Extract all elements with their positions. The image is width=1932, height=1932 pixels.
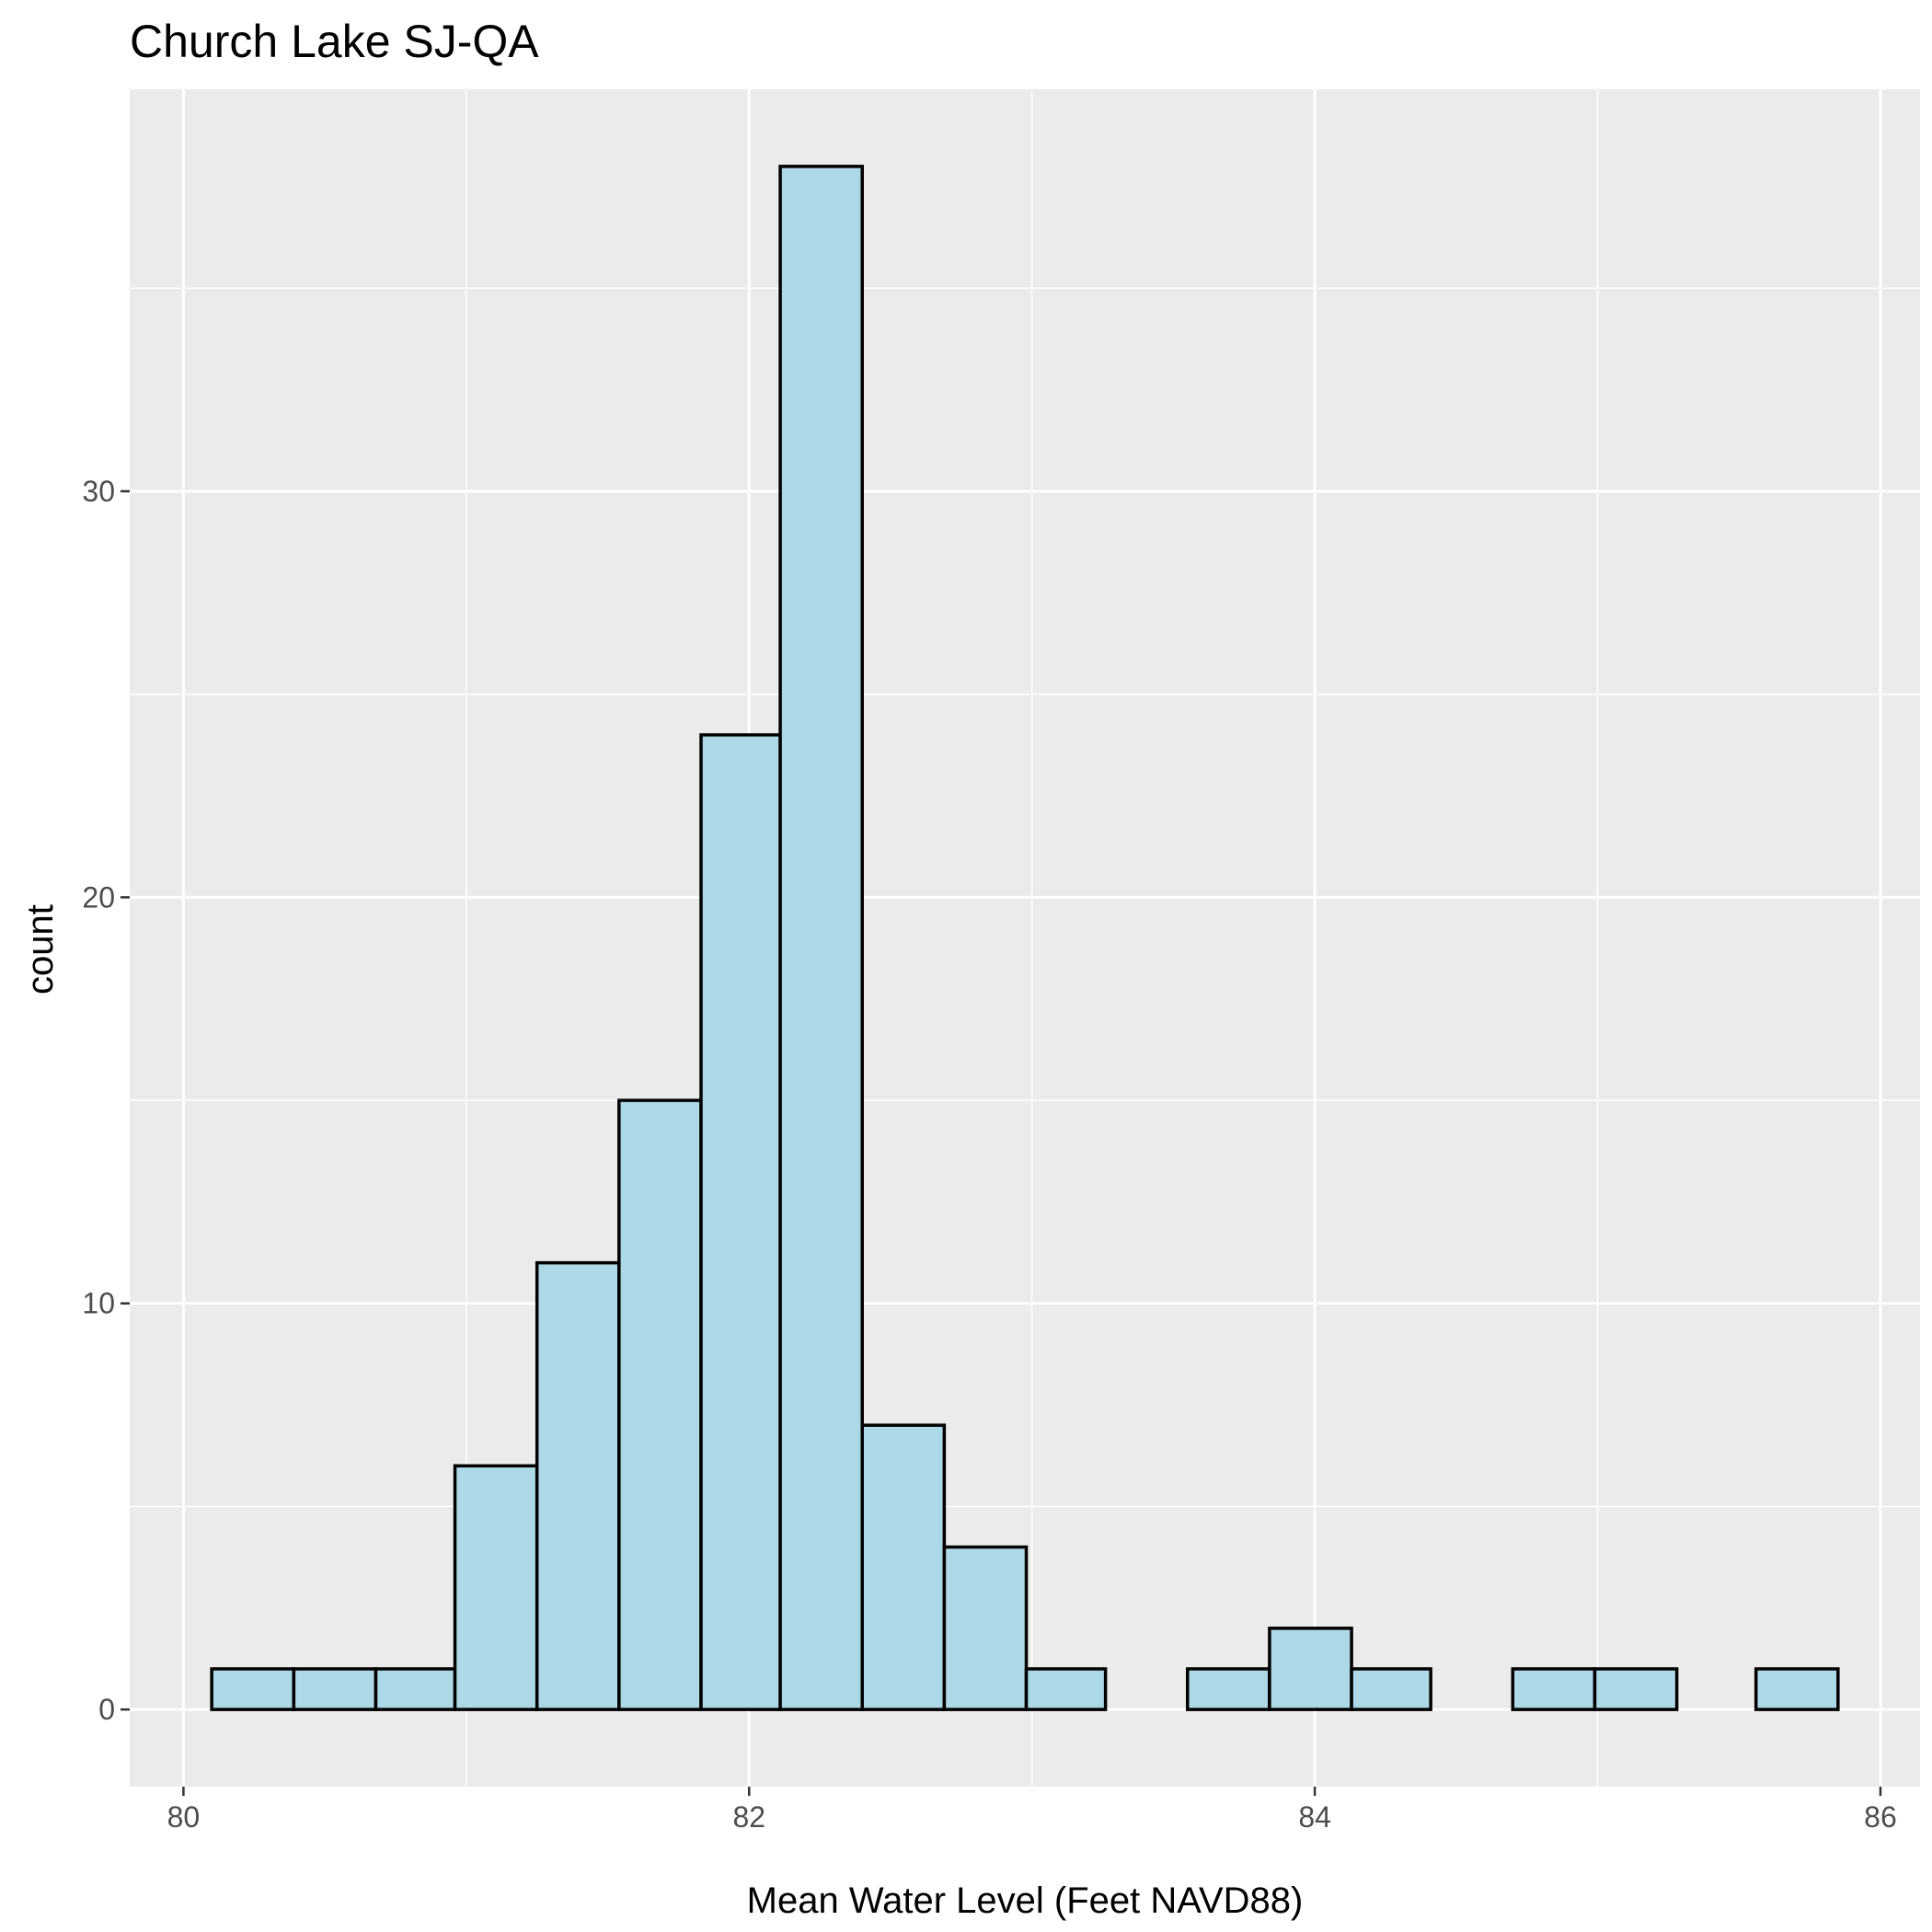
histogram-bar xyxy=(1511,1667,1597,1711)
x-tick-label: 86 xyxy=(1864,1800,1897,1834)
histogram-bar xyxy=(617,1098,703,1711)
y-axis-title: count xyxy=(20,904,61,995)
minor-gridlines xyxy=(130,89,1920,1787)
histogram-bars xyxy=(210,165,1840,1711)
histogram-bar xyxy=(292,1667,378,1711)
histogram-bar xyxy=(374,1667,457,1711)
y-tick-label: 20 xyxy=(82,880,115,914)
histogram-bar xyxy=(1186,1667,1271,1711)
x-tick-label: 82 xyxy=(732,1800,765,1834)
y-tick-label: 10 xyxy=(82,1287,115,1320)
x-axis: 80 82 84 86 xyxy=(167,1787,1897,1834)
histogram-bar xyxy=(778,165,864,1711)
histogram-bar xyxy=(210,1667,296,1711)
y-tick-label: 0 xyxy=(98,1693,115,1726)
histogram-bar xyxy=(535,1260,621,1711)
histogram-bar xyxy=(860,1423,947,1711)
histogram-bar xyxy=(453,1464,539,1711)
y-tick-label: 30 xyxy=(82,475,115,508)
histogram-bar xyxy=(699,733,782,1711)
histogram-bar xyxy=(1350,1667,1432,1711)
chart-title: Church Lake SJ-QA xyxy=(130,16,539,67)
plot-panel xyxy=(130,89,1920,1787)
x-axis-title: Mean Water Level (Feet NAVD88) xyxy=(747,1880,1304,1921)
histogram-bar xyxy=(1268,1627,1353,1711)
x-tick-label: 80 xyxy=(167,1800,201,1834)
y-axis: 0 10 20 30 xyxy=(82,475,130,1726)
histogram-bar xyxy=(942,1545,1029,1711)
histogram-bar xyxy=(1754,1667,1840,1711)
x-tick-label: 84 xyxy=(1298,1800,1331,1834)
histogram-bar xyxy=(1024,1667,1108,1711)
histogram-bar xyxy=(1593,1667,1679,1711)
